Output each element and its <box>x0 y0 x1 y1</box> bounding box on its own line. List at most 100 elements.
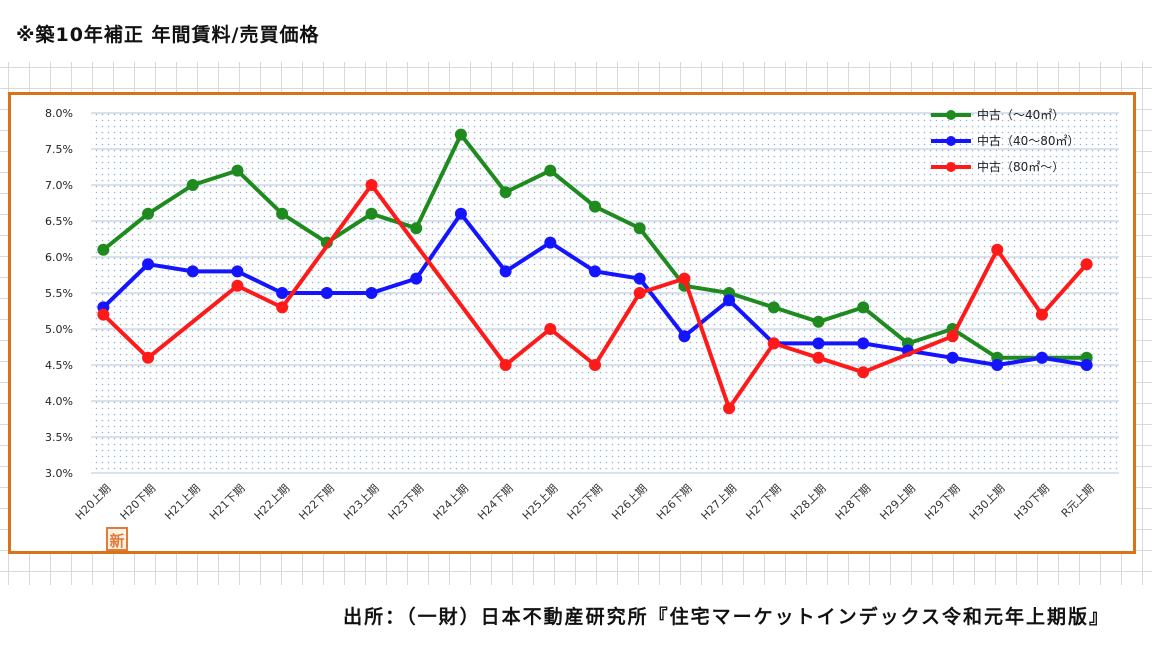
chart-frame: 3.0% 3.5% 4.0% 4.5% 5.0% 5.5% 6.0% 6.5% 7.0% 7.5%… <box>8 92 1136 554</box>
data-point <box>723 294 736 307</box>
legend-label: 中古（80㎡～） <box>977 159 1064 174</box>
page-title: ※築10年補正 年間賃料/売買価格 <box>12 18 324 49</box>
x-tick-label: H25下期 <box>565 482 606 523</box>
legend-marker <box>946 110 956 120</box>
y-tick-label: 5.0% <box>45 323 73 336</box>
data-point <box>857 337 870 350</box>
x-tick-label: H22上期 <box>252 482 293 523</box>
data-point <box>544 236 557 249</box>
data-point <box>633 287 646 299</box>
data-point <box>454 128 467 141</box>
x-tick-label: H30上期 <box>967 482 1008 523</box>
x-tick-label: H23上期 <box>341 482 382 523</box>
x-tick-label: H22下期 <box>296 482 337 523</box>
y-tick-label: 8.0% <box>45 107 73 120</box>
data-point <box>1035 351 1048 364</box>
data-point <box>231 279 244 292</box>
data-point <box>678 272 691 285</box>
data-point <box>767 337 780 350</box>
data-point <box>589 265 601 278</box>
data-point <box>231 164 244 177</box>
legend-label: 中古（～40㎡） <box>977 107 1064 122</box>
y-tick-label: 4.0% <box>45 395 73 408</box>
data-point <box>946 351 959 364</box>
x-tick-label: H29下期 <box>922 482 963 523</box>
x-tick-label: H24上期 <box>431 482 472 523</box>
x-tick-label: H23下期 <box>386 482 427 523</box>
x-tick-label: H30下期 <box>1012 482 1053 523</box>
data-point <box>723 402 736 415</box>
data-point <box>857 366 870 379</box>
x-tick-label: H20下期 <box>118 482 159 523</box>
data-point <box>857 301 870 314</box>
x-tick-label: H28上期 <box>788 482 829 523</box>
data-point <box>231 265 244 278</box>
data-point <box>365 179 378 191</box>
y-tick-label: 7.0% <box>45 179 73 192</box>
y-tick-label: 3.0% <box>45 467 73 480</box>
x-tick-label: H28下期 <box>833 482 874 523</box>
x-tick-label: H21下期 <box>207 482 248 523</box>
line-chart: 3.0% 3.5% 4.0% 4.5% 5.0% 5.5% 6.0% 6.5% 7.0% 7.5%… <box>45 107 1119 523</box>
series-2 <box>97 207 1093 371</box>
x-tick-label: H27下期 <box>743 482 784 523</box>
y-tick-label: 6.5% <box>45 215 73 228</box>
x-tick-label: H21上期 <box>162 482 203 523</box>
data-point <box>678 330 691 343</box>
data-point <box>946 330 959 343</box>
data-point <box>142 351 155 364</box>
data-point <box>812 351 825 364</box>
data-point <box>633 222 646 235</box>
data-point <box>276 207 289 220</box>
data-point <box>1035 308 1048 321</box>
data-point <box>365 287 378 299</box>
series-line <box>101 183 1089 411</box>
data-point <box>499 359 512 371</box>
data-point <box>589 359 601 371</box>
x-tick-label: H27上期 <box>699 482 740 523</box>
x-tick-label: H20上期 <box>73 482 114 523</box>
data-point <box>142 258 155 271</box>
data-point <box>544 164 557 177</box>
legend-marker <box>946 136 956 146</box>
x-tick-label: R元上期 <box>1059 482 1097 520</box>
y-tick-label: 7.5% <box>45 143 73 156</box>
data-point <box>589 200 601 213</box>
x-tick-label: H24下期 <box>475 482 516 523</box>
data-point <box>276 301 289 314</box>
x-tick-label: H26上期 <box>609 482 650 523</box>
data-point <box>544 323 557 335</box>
data-point <box>142 207 155 220</box>
legend-marker <box>946 162 956 172</box>
y-tick-label: 4.5% <box>45 359 73 372</box>
data-point <box>186 265 199 278</box>
y-tick-label: 6.0% <box>45 251 73 264</box>
data-point <box>410 222 423 235</box>
x-tick-label: H25上期 <box>520 482 561 523</box>
series-1 <box>97 128 1093 364</box>
data-point <box>767 301 780 314</box>
data-point <box>97 308 110 321</box>
data-point <box>991 243 1004 256</box>
data-point <box>454 207 467 220</box>
y-tick-label: 5.5% <box>45 287 73 300</box>
data-point <box>276 287 289 299</box>
legend-label: 中古（40～80㎡） <box>977 133 1080 148</box>
new-badge: 新 <box>106 527 128 551</box>
data-point <box>410 272 423 285</box>
x-tick-label: H29上期 <box>877 482 918 523</box>
data-point <box>499 265 512 278</box>
data-point <box>97 243 110 256</box>
data-point <box>320 287 333 299</box>
data-point <box>1080 258 1093 271</box>
data-point <box>1080 359 1093 371</box>
series-3 <box>97 179 1093 415</box>
data-point <box>812 315 825 328</box>
source-note: 出所：（一財）日本不動産研究所『住宅マーケットインデックス令和元年上期版』 <box>339 602 1114 629</box>
x-tick-label: H26下期 <box>654 482 695 523</box>
data-point <box>365 207 378 220</box>
data-point <box>991 359 1004 371</box>
data-point <box>499 186 512 199</box>
data-point <box>812 337 825 350</box>
data-point <box>633 272 646 285</box>
